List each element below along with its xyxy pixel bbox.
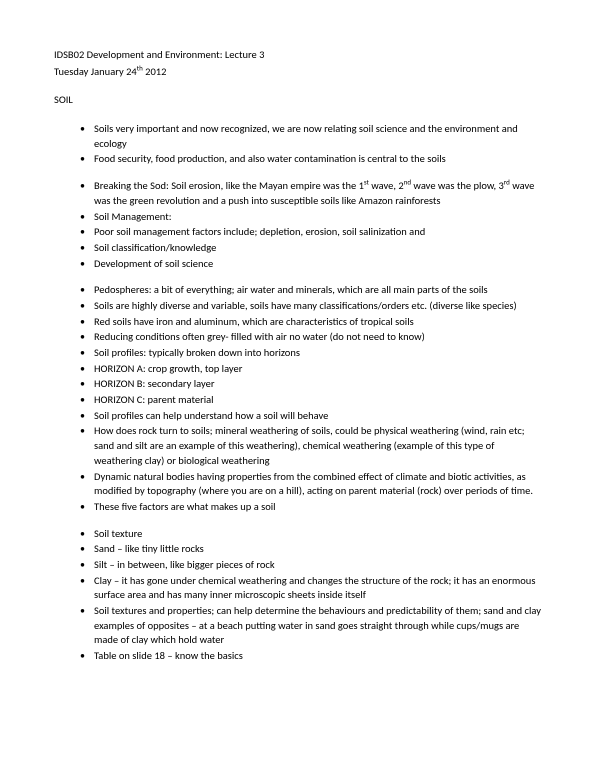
course-title: IDSB02 Development and Environment: Lect… [54,48,541,63]
bullet-group: Breaking the Sod: Soil erosion, like the… [54,179,541,271]
list-item: Reducing conditions often grey- filled w… [80,330,541,345]
list-item: HORIZON A: crop growth, top layer [80,362,541,377]
list-item: Red soils have iron and aluminum, which … [80,315,541,330]
list-item: HORIZON C: parent material [80,393,541,408]
bullet-group: Soils very important and now recognized,… [54,122,541,167]
list-item: These five factors are what makes up a s… [80,500,541,515]
section-heading: SOIL [54,93,541,108]
bullet-group: Pedospheres: a bit of everything; air wa… [54,283,541,514]
list-item: Soil textures and properties; can help d… [80,604,541,648]
list-item: Soils very important and now recognized,… [80,122,541,151]
date-prefix: Tuesday January 24 [54,65,137,78]
list-item: Pedospheres: a bit of everything; air wa… [80,283,541,298]
document-body: Soils very important and now recognized,… [54,122,541,664]
list-item: Soil texture [80,527,541,542]
list-item: Soil profiles can help understand how a … [80,409,541,424]
list-item: Poor soil management factors include; de… [80,225,541,240]
date-suffix: 2012 [143,65,167,78]
list-item: Soil Management: [80,210,541,225]
list-item: Clay – it has gone under chemical weathe… [80,574,541,603]
list-item: Sand – like tiny little rocks [80,542,541,557]
list-item: Table on slide 18 – know the basics [80,649,541,664]
lecture-date: Tuesday January 24th 2012 [54,65,541,80]
bullet-group: Soil textureSand – like tiny little rock… [54,527,541,664]
list-item: HORIZON B: secondary layer [80,377,541,392]
list-item: Food security, food production, and also… [80,152,541,167]
list-item: Silt – in between, like bigger pieces of… [80,558,541,573]
list-item: Soils are highly diverse and variable, s… [80,299,541,314]
list-item: Breaking the Sod: Soil erosion, like the… [80,179,541,208]
list-item: Soil profiles: typically broken down int… [80,346,541,361]
list-item: Dynamic natural bodies having properties… [80,470,541,499]
list-item: Development of soil science [80,257,541,272]
list-item: Soil classification/knowledge [80,241,541,256]
list-item: How does rock turn to soils; mineral wea… [80,424,541,468]
